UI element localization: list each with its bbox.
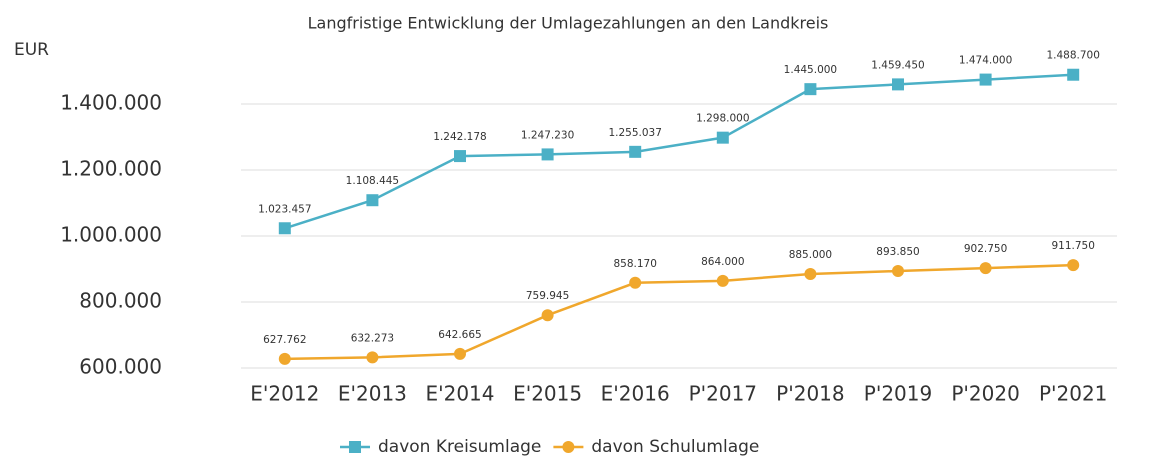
series-line	[284, 73, 1074, 230]
data-label: 885.000	[789, 249, 832, 261]
data-point	[892, 265, 904, 278]
legend-marker	[349, 441, 361, 453]
y-tick-label: 1.200.000	[60, 157, 162, 181]
data-label: 864.000	[701, 256, 744, 268]
data-point	[454, 347, 466, 360]
data-label: 627.762	[263, 334, 306, 346]
data-point	[1067, 259, 1080, 272]
data-label: 759.945	[526, 290, 569, 302]
data-label: 642.665	[438, 329, 481, 341]
x-tick-label: E'2013	[338, 382, 407, 406]
x-tick-label: P'2017	[689, 382, 757, 406]
data-label: 1.474.000	[959, 55, 1012, 67]
data-label: 632.273	[351, 332, 394, 344]
data-label: 1.247.230	[521, 129, 574, 141]
data-point	[629, 276, 642, 289]
data-point	[454, 150, 466, 163]
data-label: 1.023.457	[258, 203, 311, 215]
y-tick-label: 600.000	[79, 355, 162, 379]
data-point	[541, 309, 554, 322]
data-point	[716, 131, 729, 144]
data-point	[278, 222, 291, 235]
x-tick-label: P'2021	[1039, 382, 1107, 406]
legend-label: davon Schulumlage	[591, 437, 759, 457]
data-point	[1067, 68, 1080, 81]
data-label: 1.488.700	[1046, 50, 1099, 62]
data-point	[366, 351, 379, 364]
data-label: 1.255.037	[608, 127, 661, 139]
data-label: 1.459.450	[871, 59, 924, 71]
data-label: 902.750	[964, 243, 1007, 255]
data-point	[979, 73, 992, 86]
y-axis-label: EUR	[14, 40, 49, 60]
x-tick-label: E'2012	[250, 382, 319, 406]
data-point	[979, 262, 992, 275]
data-label: 911.750	[1051, 240, 1094, 252]
data-label: 893.850	[876, 246, 919, 258]
data-point	[629, 145, 642, 158]
data-point	[278, 352, 291, 365]
x-tick-label: P'2019	[864, 382, 932, 406]
x-tick-label: E'2015	[513, 382, 582, 406]
x-tick-label: P'2018	[776, 382, 844, 406]
data-point	[716, 274, 729, 287]
chart-title: Langfristige Entwicklung der Umlagezahlu…	[308, 14, 829, 33]
data-point	[804, 83, 817, 96]
y-tick-label: 1.400.000	[60, 91, 162, 115]
x-tick-label: E'2014	[425, 382, 494, 406]
y-tick-label: 1.000.000	[60, 223, 162, 247]
data-point	[366, 194, 379, 207]
data-point	[541, 148, 554, 161]
data-point	[892, 78, 904, 91]
series-line	[284, 263, 1074, 361]
data-point	[804, 267, 817, 280]
data-label: 1.242.178	[433, 131, 486, 143]
legend-marker	[562, 441, 575, 453]
data-label: 1.108.445	[346, 175, 399, 187]
x-tick-label: P'2020	[951, 382, 1019, 406]
data-label: 858.170	[613, 258, 656, 270]
y-tick-label: 800.000	[79, 289, 162, 313]
legend-label: davon Kreisumlage	[378, 437, 541, 457]
data-label: 1.298.000	[696, 113, 749, 125]
data-label: 1.445.000	[784, 64, 837, 76]
x-tick-label: E'2016	[601, 382, 670, 406]
